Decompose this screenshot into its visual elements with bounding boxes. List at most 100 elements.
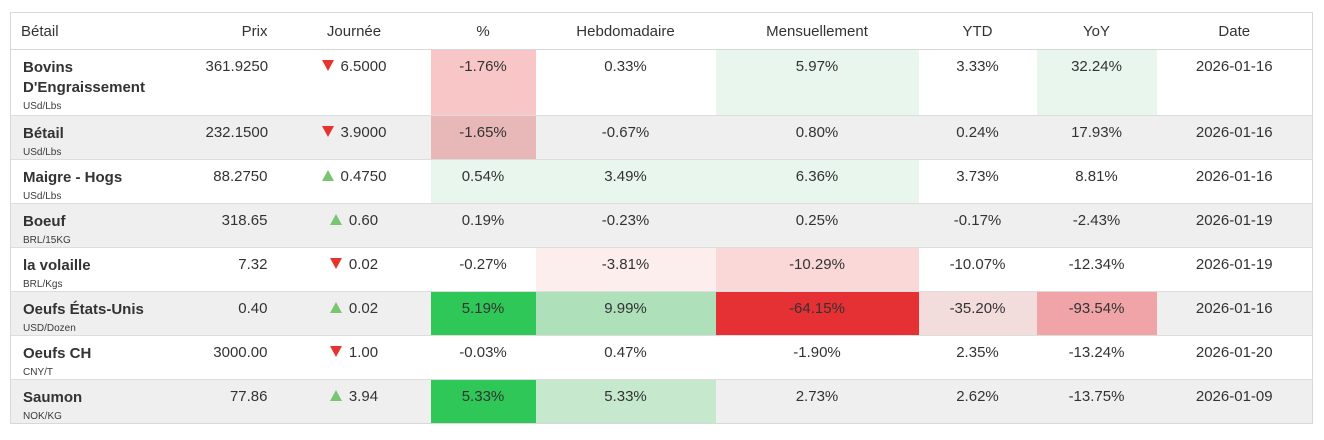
cell-percent-day: 5.19% [430, 291, 536, 336]
cell-yoy: 32.24% [1036, 49, 1157, 116]
cell-ytd: 2.35% [918, 335, 1037, 380]
cell-date: 2026-01-16 [1156, 159, 1313, 204]
column-header-name[interactable]: Bétail [10, 12, 196, 50]
triangle-down-icon [321, 126, 334, 137]
day-change-value: 0.60 [348, 212, 379, 229]
cell-commodity: Oeufs CH CNY/T [10, 335, 196, 380]
cell-date: 2026-01-19 [1156, 247, 1313, 292]
cell-ytd: 3.33% [956, 58, 999, 75]
commodity-unit: USD/Dozen [23, 323, 76, 334]
cell-percent-day: 0.19% [430, 203, 536, 248]
cell-monthly: 0.80% [715, 115, 919, 160]
cell-yoy: 8.81% [1036, 159, 1157, 204]
commodity-link[interactable]: Boeuf [23, 213, 66, 230]
triangle-down-icon [329, 346, 342, 357]
day-change-value: 6.5000 [340, 58, 387, 75]
cell-yoy: -13.24% [1036, 335, 1157, 380]
cell-ytd: 2.62% [918, 379, 1037, 424]
commodity-link[interactable]: la volaille [23, 257, 91, 274]
column-header-price[interactable]: Prix [195, 12, 278, 50]
cell-monthly: -64.15% [715, 291, 919, 336]
commodity-link[interactable]: Bétail [23, 125, 64, 142]
cell-day-change: 0.60 [277, 203, 431, 248]
cell-day-change: 0.02 [277, 291, 431, 336]
cell-percent-day: -0.27% [430, 247, 536, 292]
commodity-link[interactable]: Maigre - Hogs [23, 169, 123, 186]
commodity-unit: USd/Lbs [23, 101, 62, 112]
cell-weekly: 5.33% [535, 379, 716, 424]
cell-monthly: -10.29% [715, 247, 919, 292]
cell-price: 88.2750 [195, 159, 278, 204]
cell-commodity: Oeufs États-Unis USD/Dozen [10, 291, 196, 336]
cell-monthly: 6.36% [715, 159, 919, 204]
cell-price: 7.32 [195, 247, 278, 292]
triangle-up-icon [321, 170, 334, 181]
cell-yoy: -2.43% [1036, 203, 1157, 248]
cell-weekly: 9.99% [535, 291, 716, 336]
day-change-value: 1.00 [348, 344, 379, 361]
triangle-up-icon [329, 302, 342, 313]
cell-ytd: 0.24% [918, 115, 1037, 160]
cell-commodity: Saumon NOK/KG [10, 379, 196, 424]
cell-yoy: -13.75% [1036, 379, 1157, 424]
cell-percent-day: 5.33% [430, 379, 536, 424]
cell-percent-day: -0.03% [430, 335, 536, 380]
table-row: Bovins D'Engraissement USd/Lbs 361.9250 6.5… [11, 49, 1313, 116]
triangle-down-icon [321, 60, 334, 71]
commodities-table-container: Bétail Prix Journée% Hebdomadaire Mensuellem… [10, 12, 1313, 424]
cell-price: 77.86 [195, 379, 278, 424]
cell-day-change: 3.94 [277, 379, 431, 424]
column-header-yoy[interactable]: YoY [1036, 12, 1157, 50]
table-body: Bovins D'Engraissement USd/Lbs 361.9250 6.5… [10, 49, 1313, 424]
day-change-value: 3.94 [348, 388, 379, 405]
column-header-pct[interactable]: % [430, 12, 536, 50]
cell-percent-day: 0.54% [430, 159, 536, 204]
cell-date: 2026-01-16 [1195, 58, 1273, 75]
cell-weekly: -3.81% [535, 247, 716, 292]
cell-date: 2026-01-19 [1156, 203, 1313, 248]
cell-day-change: 6.5000 [278, 50, 431, 116]
cell-price: 361.9250 [205, 58, 269, 75]
commodity-link[interactable]: Oeufs CH [23, 345, 92, 362]
commodity-unit: CNY/T [23, 367, 53, 378]
table-row: Saumon NOK/KG 77.86 3.94 5.33% 5.33% 2.73% 2.62… [10, 379, 1313, 424]
cell-day-change: 1.00 [277, 335, 431, 380]
commodity-link[interactable]: Saumon [23, 389, 83, 406]
column-header-monthly[interactable]: Mensuellement [715, 12, 919, 50]
cell-yoy: -93.54% [1036, 291, 1157, 336]
day-change-value: 0.4750 [340, 168, 387, 185]
column-header-weekly[interactable]: Hebdomadaire [535, 12, 716, 50]
day-change-value: 0.02 [348, 300, 379, 317]
commodity-link[interactable]: Oeufs États-Unis [23, 301, 144, 318]
cell-date: 2026-01-16 [1156, 291, 1313, 336]
triangle-up-icon [329, 390, 342, 401]
cell-price: 3000.00 [195, 335, 278, 380]
column-header-ytd[interactable]: YTD [918, 12, 1037, 50]
cell-ytd: -10.07% [918, 247, 1037, 292]
cell-percent-day: -1.76% [430, 49, 536, 116]
commodity-link[interactable]: Bovins D'Engraissement [23, 59, 145, 96]
table-row: Boeuf BRL/15KG 318.65 0.60 0.19% -0.23% 0.25% -… [10, 203, 1313, 248]
cell-commodity: la volaille BRL/Kgs [10, 247, 196, 292]
cell-date: 2026-01-16 [1156, 115, 1313, 160]
cell-price: 318.65 [195, 203, 278, 248]
table-row: Oeufs États-Unis USD/Dozen 0.40 0.02 5.19% 9.… [10, 291, 1313, 336]
column-header-date[interactable]: Date [1156, 12, 1313, 50]
cell-monthly: 0.25% [715, 203, 919, 248]
table-row: la volaille BRL/Kgs 7.32 0.02 -0.27% -3.81% -1… [10, 247, 1313, 292]
commodity-unit: NOK/KG [23, 411, 62, 422]
cell-weekly: -0.23% [535, 203, 716, 248]
cell-date: 2026-01-20 [1156, 335, 1313, 380]
commodity-unit: USd/Lbs [23, 191, 62, 202]
column-header-day[interactable]: Journée [277, 12, 431, 50]
cell-commodity: Bovins D'Engraissement USd/Lbs [11, 50, 196, 116]
cell-ytd: -0.17% [918, 203, 1037, 248]
cell-weekly: 0.47% [535, 335, 716, 380]
cell-price: 232.1500 [195, 115, 278, 160]
cell-day-change: 0.02 [277, 247, 431, 292]
cell-day-change: 3.9000 [277, 115, 431, 160]
cell-weekly: 0.33% [604, 58, 647, 75]
day-change-value: 3.9000 [340, 124, 387, 141]
commodity-unit: USd/Lbs [23, 147, 62, 158]
table-row: Bétail USd/Lbs 232.1500 3.9000 -1.65% -0.67% 0… [10, 115, 1313, 160]
